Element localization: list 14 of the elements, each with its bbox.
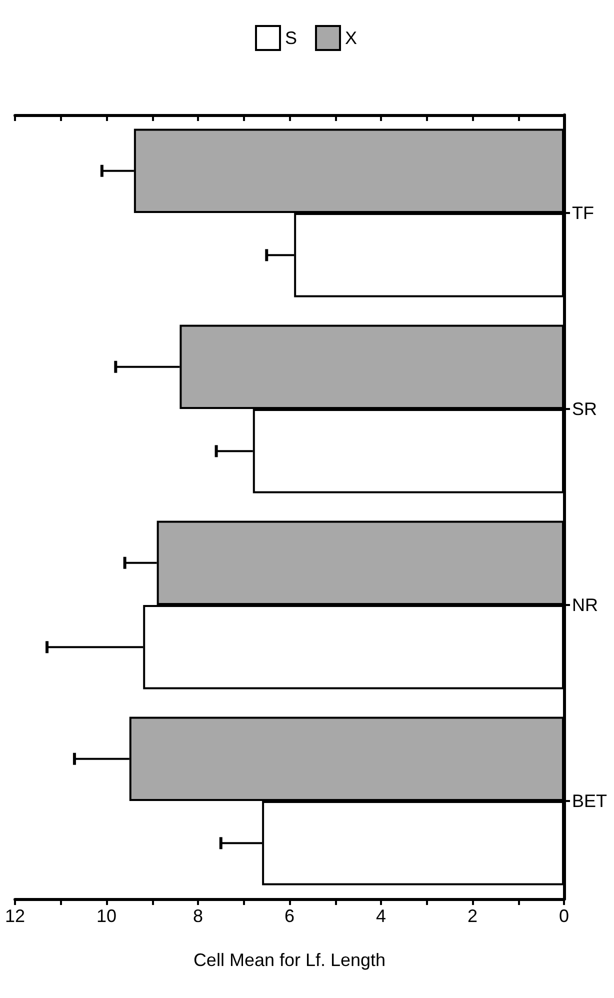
x-tick-label: 4 xyxy=(376,906,386,926)
x-tick-label: 2 xyxy=(467,906,478,926)
x-axis-title: Cell Mean for Lf. Length xyxy=(193,950,386,970)
y-tick-label: BET xyxy=(572,791,608,811)
legend-label: X xyxy=(345,28,358,48)
x-tick-label: 8 xyxy=(192,906,204,926)
legend-label: S xyxy=(285,28,298,48)
y-tick-label: NR xyxy=(572,595,598,615)
x-tick-label: 0 xyxy=(558,906,570,926)
x-tick-label: 10 xyxy=(96,906,117,926)
x-tick-label: 6 xyxy=(284,906,295,926)
y-tick-label: SR xyxy=(572,399,598,419)
y-tick-label: TF xyxy=(572,203,594,223)
x-tick-label: 12 xyxy=(4,906,26,926)
